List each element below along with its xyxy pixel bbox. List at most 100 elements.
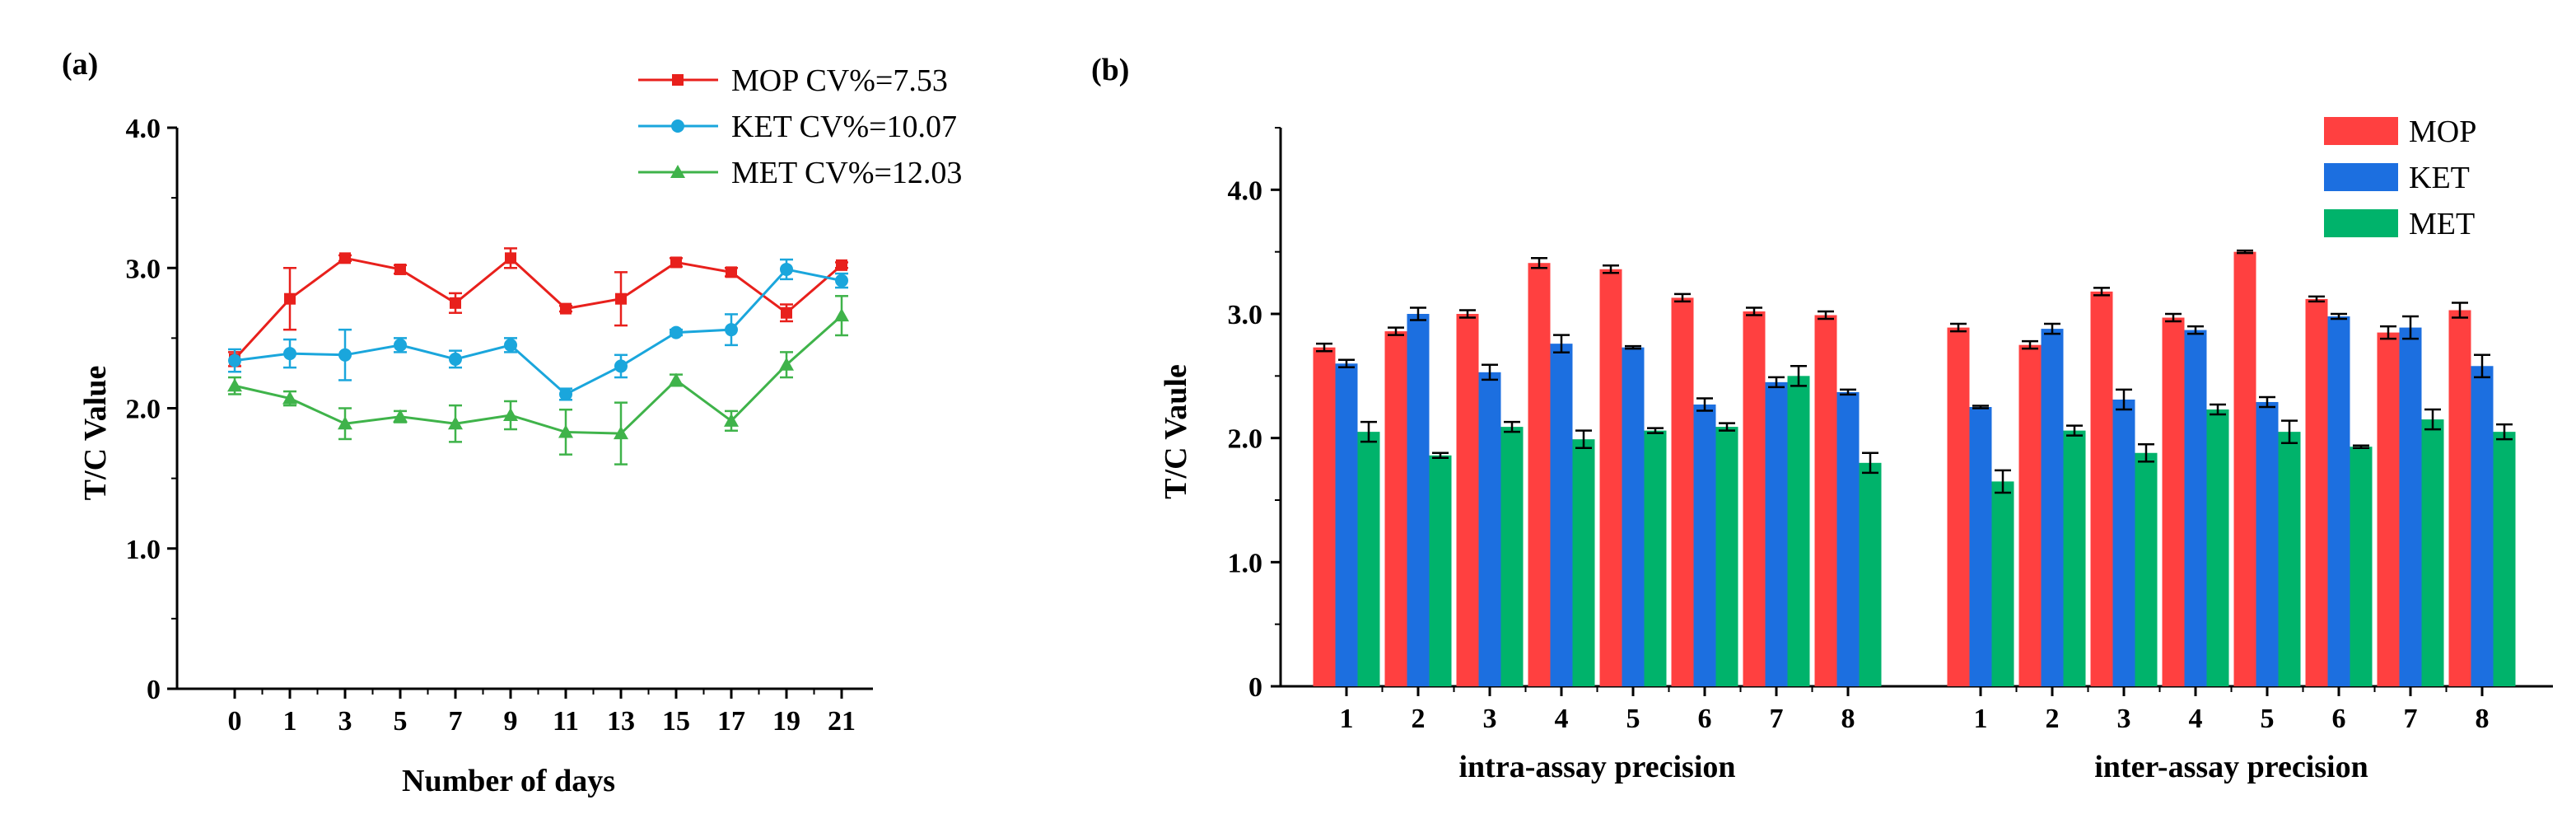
data-point	[558, 424, 573, 438]
bar	[1599, 269, 1622, 686]
bar	[1622, 347, 1645, 686]
x-tick-label: 3	[338, 706, 352, 737]
x-tick-label: 13	[607, 706, 635, 737]
legend-swatch	[2324, 117, 2398, 145]
x-tick-label: 4	[1555, 704, 1569, 734]
legend-swatch	[2324, 209, 2398, 237]
group-label: intra-assay precision	[1458, 750, 1735, 784]
legend-label: MOP	[2409, 115, 2476, 149]
x-tick-label: 0	[228, 706, 242, 737]
data-point	[780, 262, 793, 276]
bar	[1859, 462, 1882, 686]
x-tick-label: 19	[772, 706, 800, 737]
bar	[2471, 366, 2494, 686]
data-point	[779, 357, 794, 371]
y-tick-label: 0	[147, 675, 161, 705]
bar	[1335, 363, 1358, 686]
series-2: MET CV%=12.03	[227, 156, 962, 465]
bar	[2233, 251, 2256, 687]
bar	[1814, 315, 1837, 686]
bar	[2018, 344, 2042, 686]
series-line	[234, 315, 842, 435]
y-tick-label: 4.0	[126, 114, 161, 144]
data-point	[450, 297, 461, 309]
legend-marker	[671, 119, 684, 133]
x-tick-label: 2	[1412, 704, 1426, 734]
legend-label: KET	[2409, 161, 2470, 195]
legend-marker	[670, 165, 685, 178]
data-point	[560, 302, 572, 315]
data-point	[614, 359, 628, 373]
x-tick-label: 8	[1841, 704, 1855, 734]
legend-marker	[672, 74, 684, 86]
bar	[1991, 481, 2014, 686]
x-tick-label: 9	[504, 706, 518, 737]
data-point	[836, 259, 847, 271]
bar	[1969, 407, 1992, 686]
data-point	[394, 263, 406, 275]
data-point	[228, 353, 241, 367]
legend-label: MET	[2409, 207, 2475, 241]
x-tick-label: 21	[828, 706, 856, 737]
x-tick-label: 1	[1974, 704, 1988, 734]
y-tick-label: 4.0	[1228, 175, 1263, 206]
bar	[1765, 381, 1788, 686]
bar	[1947, 327, 1970, 686]
bar	[2377, 332, 2400, 686]
bar	[2305, 298, 2328, 686]
bar	[2448, 310, 2471, 686]
bar	[2278, 432, 2301, 686]
bar	[1528, 263, 1551, 686]
data-point	[725, 323, 738, 337]
bar	[1407, 314, 1430, 686]
bar	[1500, 427, 1524, 686]
bar	[1429, 455, 1452, 686]
data-point	[724, 413, 739, 427]
bar	[2493, 432, 2516, 686]
bar	[1644, 430, 1667, 686]
y-tick-label: 2.0	[1228, 424, 1263, 455]
bar	[2327, 316, 2350, 686]
x-tick-label: 5	[2261, 704, 2275, 734]
data-point	[338, 416, 352, 430]
bar	[1550, 344, 1573, 686]
bar	[2421, 419, 2444, 686]
y-axis-title: T/C Value	[78, 366, 113, 501]
data-point	[670, 325, 683, 339]
legend-label: MOP CV%=7.53	[731, 63, 948, 98]
data-point	[505, 252, 516, 264]
x-tick-label: 1	[1340, 704, 1354, 734]
data-point	[835, 274, 848, 288]
bar	[2206, 409, 2229, 686]
panel-a-label: (a)	[62, 47, 98, 82]
x-tick-label: 7	[2404, 704, 2418, 734]
bar	[1836, 391, 1860, 686]
data-point	[393, 409, 408, 423]
bar	[1456, 314, 1479, 686]
x-tick-label: 6	[1698, 704, 1712, 734]
panel-b-label: (b)	[1091, 53, 1129, 87]
data-point	[726, 266, 737, 278]
x-tick-label: 5	[394, 706, 408, 737]
bar-group-0: 1 2 3 4 5 6 7 8 intra-assay precision	[1313, 256, 1882, 784]
y-tick-label: 3.0	[1228, 300, 1263, 330]
panel-b: (b) 0 1.0 2.0 3.0 4.0 T/C Vaule 1 2 3 4 5 6 7 8 intra-a…	[1091, 53, 2553, 784]
group-label: inter-assay precision	[2094, 750, 2368, 784]
bar	[1743, 311, 1766, 686]
bar	[1478, 372, 1501, 686]
x-tick-label: 8	[2476, 704, 2490, 734]
x-tick-label: 15	[662, 706, 690, 737]
x-tick-label: 5	[1626, 704, 1640, 734]
data-point	[781, 306, 792, 319]
bar	[2135, 452, 2158, 686]
data-point	[338, 348, 352, 362]
bar	[1787, 376, 1810, 686]
data-point	[669, 372, 684, 386]
bar	[1671, 297, 1694, 686]
bar	[2041, 329, 2064, 686]
panel-a: (a)01.02.03.04.00 1 3 5 7 9 11 13 15 17 19 21Number…	[62, 47, 962, 798]
legend-label: KET CV%=10.07	[731, 110, 957, 144]
data-point	[614, 426, 628, 440]
y-tick-label: 3.0	[126, 254, 161, 284]
